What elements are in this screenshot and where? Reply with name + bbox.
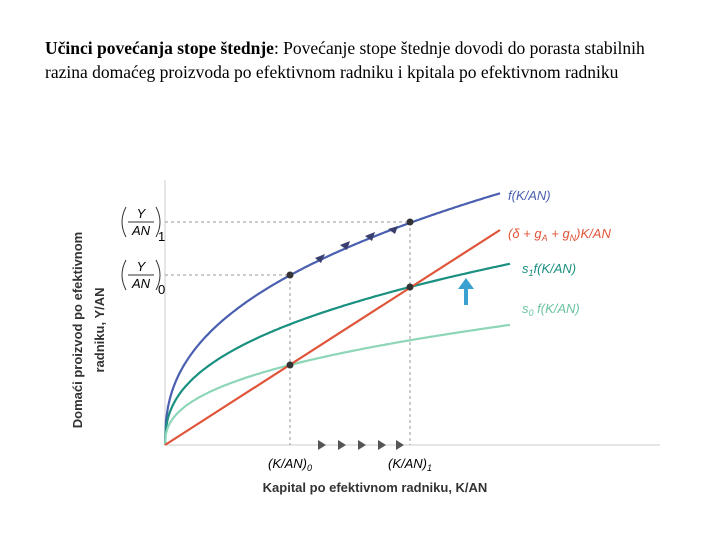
savings-curve-s1 [163,262,511,446]
label-part: s [522,261,529,276]
label-part: 1 [427,463,432,473]
x-axis-title: Kapital po efektivnom radniku, K/AN [263,480,488,495]
x0-label: (K/AN)0 [268,456,312,473]
path-arrows [315,226,398,263]
curves [163,192,511,446]
label-part: 1 [158,229,165,244]
y0-label: Y AN 0 [121,259,165,297]
label-part: Y [137,206,147,221]
heading: Učinci povećanja stope štednje: Povećanj… [45,36,685,84]
label-part: (K/AN) [388,456,427,471]
production-curve [163,192,501,446]
label-part: N [570,233,577,243]
label-part: (K/AN) [268,456,307,471]
label-part: 1 [529,268,534,278]
axis-arrows [318,440,404,450]
y1-label: Y AN 1 [121,206,165,244]
line-label: (δ + gA + gN)K/AN [508,226,611,243]
label-part: 0 [529,308,534,318]
heading-text: : Povećanje stope štednje dovodi do pora… [45,38,645,82]
label-part: + g [548,226,571,241]
s1-label: s1f(K/AN) [522,261,576,278]
label-part: s [522,301,529,316]
label-part: f(K/AN) [534,301,580,316]
label-part: )K/AN [574,226,611,241]
savings-curve-s0 [163,323,511,446]
y-axis-title: Domaći proizvod po efektivnom radniku, Y… [70,232,107,428]
label-part: AN [131,276,151,291]
label-part: 0 [307,463,312,473]
x1-label: (K/AN)1 [388,456,432,473]
label-part: AN [131,223,151,238]
label-part: Y [137,259,147,274]
label-part: Domaći proizvod po efektivnom [70,232,85,428]
label-part: f(K/AN) [534,261,577,276]
investment-line [164,229,501,446]
label-part: (δ + g [508,226,542,241]
label-part: A [541,233,548,243]
s0-label: s0 f(K/AN) [522,301,580,318]
dot [406,283,414,291]
dot [286,361,294,369]
dot [406,218,414,226]
heading-title: Učinci povećanja stope štednje [45,38,274,58]
label-part: radniku, Y/AN [92,287,107,372]
f-label: f(K/AN) [508,188,551,203]
shift-arrow-head [458,278,474,289]
dot [286,271,294,279]
label-part: 0 [158,282,165,297]
